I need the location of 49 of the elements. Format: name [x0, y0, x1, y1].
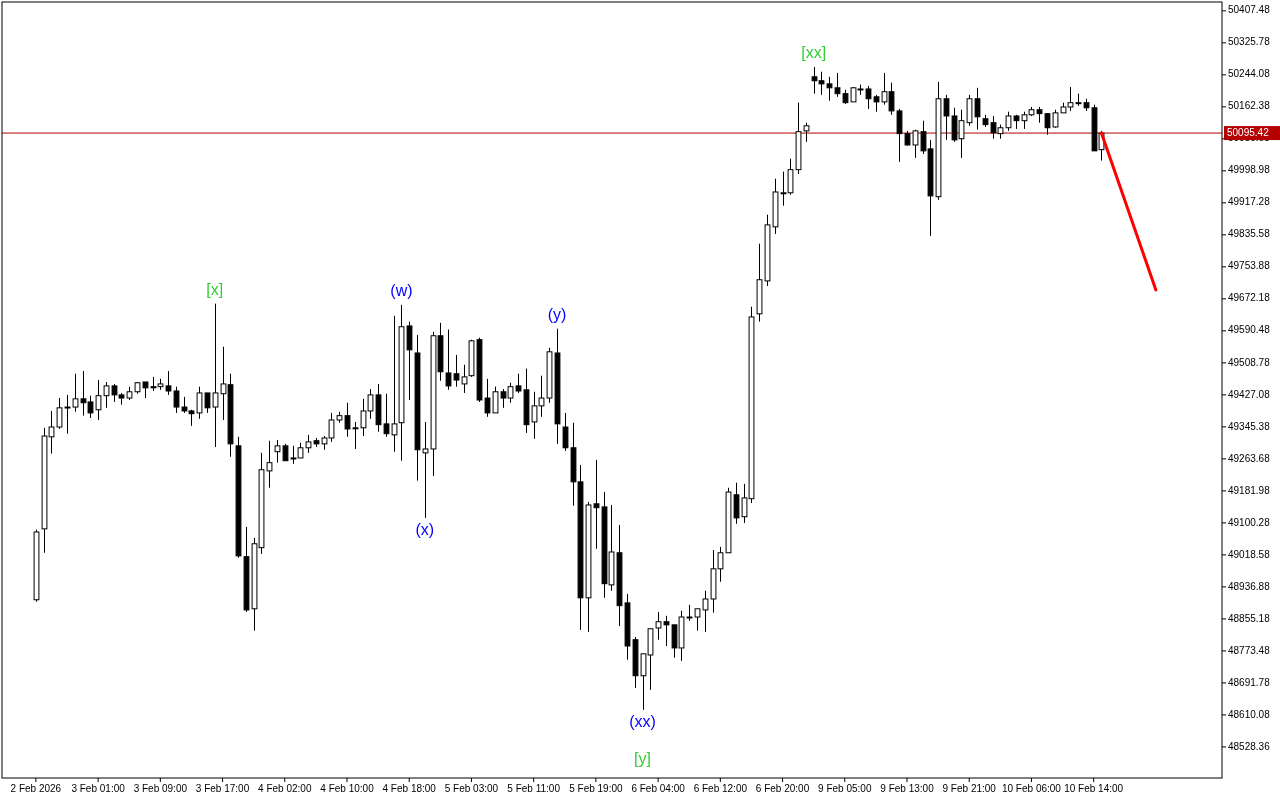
annotation: (x) — [415, 521, 435, 539]
y-tick-label: 49427.08 — [1228, 388, 1271, 400]
y-tick-label: 49672.18 — [1228, 292, 1271, 304]
y-tick-label: 49590.48 — [1228, 324, 1271, 336]
annotation: [x] — [206, 280, 224, 298]
x-tick-label: 9 Feb 05:00 — [818, 782, 872, 794]
y-tick-label: 50244.08 — [1228, 68, 1271, 80]
x-tick-label: 2 Feb 2026 — [10, 782, 62, 794]
x-tick-label: 5 Feb 19:00 — [569, 782, 624, 794]
annotation: (w) — [390, 282, 413, 300]
y-tick-label: 48936.88 — [1228, 580, 1271, 592]
x-tick-label: 10 Feb 14:00 — [1064, 782, 1124, 794]
y-tick-label: 49100.28 — [1228, 516, 1271, 528]
y-tick-label: 49998.98 — [1228, 164, 1271, 176]
x-tick-label: 6 Feb 12:00 — [693, 782, 748, 794]
y-tick-label: 48610.08 — [1228, 708, 1271, 720]
annotation: [y] — [634, 750, 651, 768]
x-tick-label: 4 Feb 02:00 — [258, 782, 312, 794]
y-tick-label: 50407.48 — [1228, 4, 1271, 16]
x-tick-label: 10 Feb 06:00 — [1001, 782, 1062, 794]
y-tick-label: 49345.38 — [1228, 420, 1271, 432]
y-tick-label: 49018.58 — [1228, 548, 1271, 560]
y-tick-label: 49835.58 — [1228, 228, 1271, 240]
y-tick-label: 49181.98 — [1228, 484, 1271, 496]
x-tick-label: 6 Feb 04:00 — [631, 782, 686, 794]
y-tick-label: 49917.28 — [1228, 196, 1271, 208]
x-tick-label: 3 Feb 09:00 — [133, 782, 188, 794]
x-tick-label: 9 Feb 21:00 — [942, 782, 997, 794]
y-tick-label: 49753.88 — [1228, 260, 1271, 272]
annotation: (xx) — [629, 713, 656, 731]
x-tick-label: 4 Feb 10:00 — [320, 782, 375, 794]
x-tick-label: 9 Feb 13:00 — [880, 782, 935, 794]
y-tick-label: 48528.36 — [1228, 740, 1271, 752]
y-tick-label: 50162.38 — [1228, 100, 1271, 112]
y-tick-label: 48691.78 — [1228, 676, 1271, 688]
x-tick-label: 4 Feb 18:00 — [382, 782, 437, 794]
annotation: (y) — [547, 305, 567, 323]
x-tick-label: 6 Feb 20:00 — [755, 782, 810, 794]
y-tick-label: 48773.48 — [1228, 644, 1271, 656]
x-tick-label: 5 Feb 11:00 — [507, 782, 561, 794]
y-tick-label: 50325.78 — [1228, 36, 1271, 48]
annotation: [xx] — [801, 44, 827, 62]
x-tick-label: 5 Feb 03:00 — [444, 782, 499, 794]
ref-line-label: 50095.42 — [1227, 126, 1270, 138]
y-tick-label: 49508.78 — [1228, 356, 1271, 368]
x-tick-label: 3 Feb 01:00 — [71, 782, 126, 794]
x-tick-label: 3 Feb 17:00 — [195, 782, 250, 794]
y-tick-label: 48855.18 — [1228, 612, 1271, 624]
y-tick-label: 49263.68 — [1228, 452, 1271, 464]
